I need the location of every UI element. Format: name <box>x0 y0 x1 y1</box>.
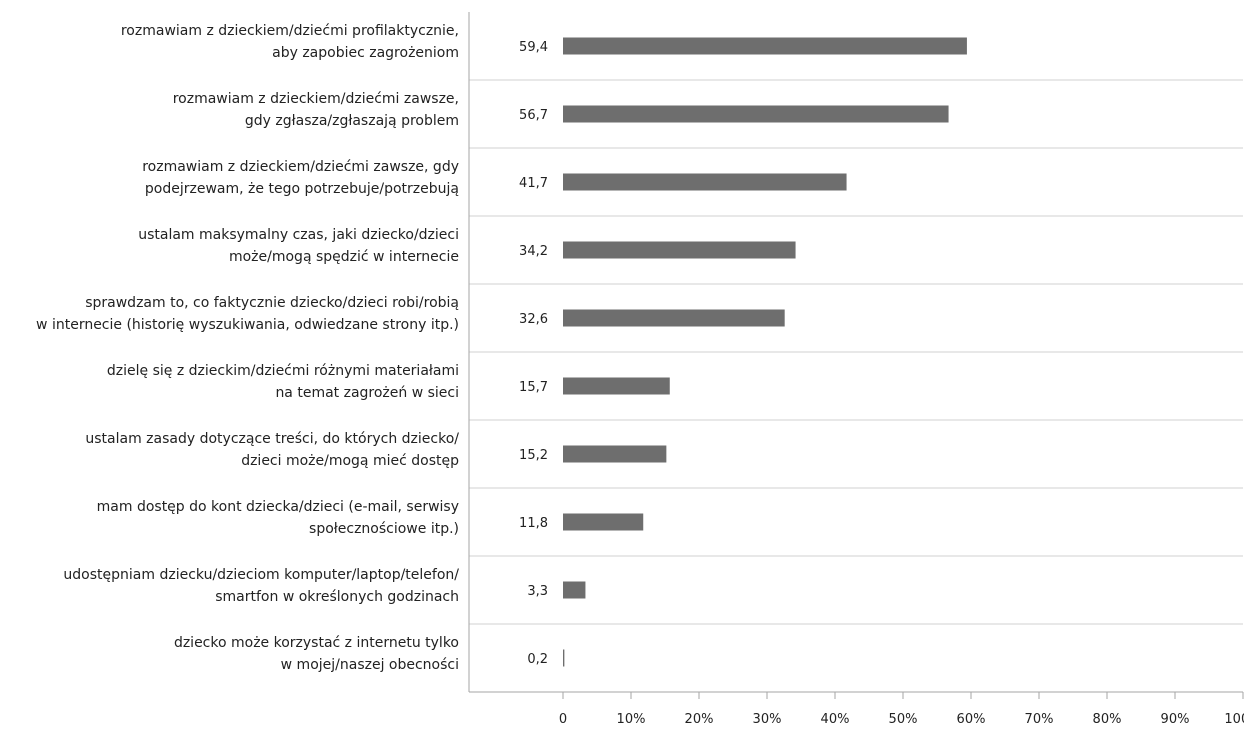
x-tick-label: 70% <box>1025 712 1054 727</box>
bar <box>563 445 667 463</box>
value-label: 3,3 <box>527 584 548 599</box>
category-label: rozmawiam z dzieckiem/dziećmi zawsze, gdy… <box>173 91 459 129</box>
bar <box>563 649 565 667</box>
category-label: sprawdzam to, co faktycznie dziecko/dzie… <box>36 295 459 333</box>
x-tick-label: 60% <box>957 712 986 727</box>
category-label: udostępniam dziecku/dzieciom komputer/la… <box>63 567 459 605</box>
x-tick-label: 100% <box>1224 712 1244 727</box>
x-tick-label: 80% <box>1093 712 1122 727</box>
bar <box>563 37 967 55</box>
value-label: 0,2 <box>527 652 548 667</box>
category-label: ustalam zasady dotyczące treści, do któr… <box>85 431 459 469</box>
value-label: 32,6 <box>519 312 548 327</box>
x-tick-label: 90% <box>1161 712 1190 727</box>
category-label: mam dostęp do kont dziecka/dzieci (e-mai… <box>97 499 459 537</box>
category-label: rozmawiam z dzieckiem/dziećmi zawsze, gd… <box>142 159 459 197</box>
value-label: 15,2 <box>519 448 548 463</box>
category-label: dziecko może korzystać z internetu tylko… <box>174 635 459 673</box>
bar <box>563 173 847 191</box>
value-label: 41,7 <box>519 176 548 191</box>
x-tick-label: 10% <box>617 712 646 727</box>
value-label: 15,7 <box>519 380 548 395</box>
bar <box>563 105 949 123</box>
value-label: 34,2 <box>519 244 548 259</box>
bar <box>563 241 796 259</box>
bar <box>563 377 670 395</box>
bar <box>563 309 785 327</box>
category-label: dzielę się z dzieckim/dziećmi różnymi ma… <box>107 363 459 401</box>
x-tick-label: 50% <box>889 712 918 727</box>
x-tick-label: 0 <box>559 712 567 727</box>
x-tick-label: 40% <box>821 712 850 727</box>
bar <box>563 581 586 599</box>
category-label: ustalam maksymalny czas, jaki dziecko/dz… <box>138 227 459 265</box>
value-label: 11,8 <box>519 516 548 531</box>
value-label: 56,7 <box>519 108 548 123</box>
bar <box>563 513 644 531</box>
x-tick-label: 20% <box>685 712 714 727</box>
value-label: 59,4 <box>519 40 548 55</box>
x-tick-label: 30% <box>753 712 782 727</box>
category-label: rozmawiam z dzieckiem/dziećmi profilakty… <box>121 23 459 61</box>
